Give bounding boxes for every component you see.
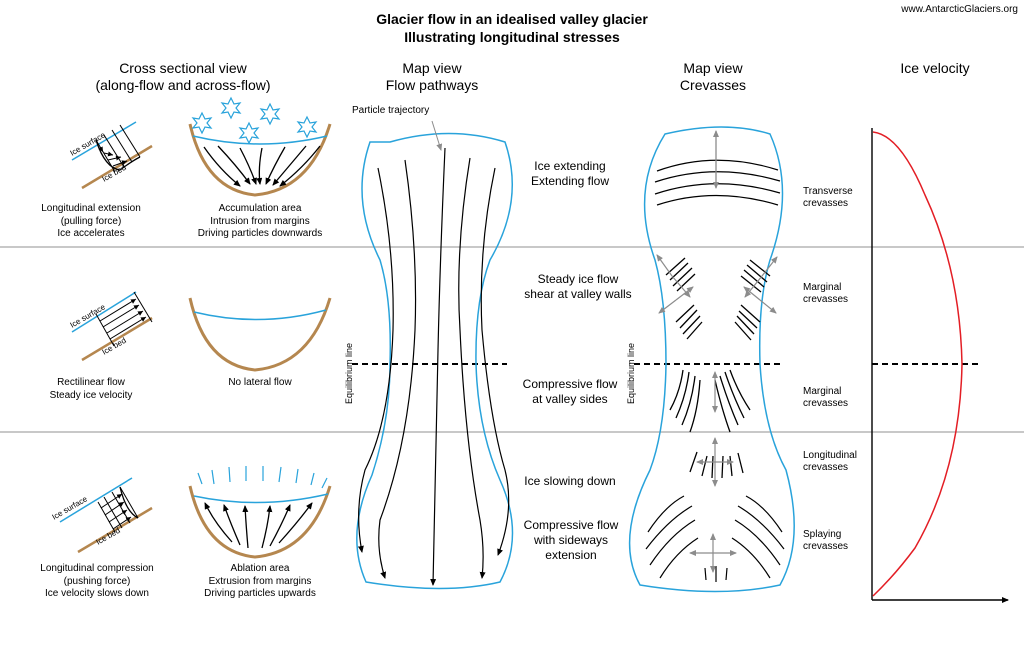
z2-crev-a-2: crevasses [803,294,849,305]
flow-pathways-map [356,120,514,590]
caption-transverse-crevasses: Transverse crevasses [803,186,853,210]
z2-mid-b-1: Compressive flow [522,377,618,391]
caption-no-lateral-flow: No lateral flow [228,377,292,388]
rectilinear-flow-diagram [71,291,153,362]
heading-flow-line-2: Flow pathways [385,77,479,93]
z1-long-3: Ice accelerates [57,228,125,239]
caption-longitudinal-crevasses: Longitudinal crevasses [803,450,857,474]
heading-crevasses: Map view Crevasses [680,60,746,94]
z3-long-3: Ice velocity slows down [45,588,149,599]
title-line-1: Glacier flow in an idealised valley glac… [376,11,648,27]
z3-lat-1: Ablation area [230,563,290,574]
z2-mid-b-2: at valley sides [532,392,608,406]
z3-long-1: Longitudinal compression [40,563,154,574]
caption-longitudinal-compression: Longitudinal compression (pushing force)… [40,563,153,601]
crevasse-map [628,126,795,593]
z3-lat-2: Extrusion from margins [208,575,312,587]
caption-ablation: Ablation area Extrusion from margins Dri… [204,563,316,601]
caption-steady-ice-flow: Steady ice flow shear at valley walls [524,272,631,302]
caption-compressive-sideways: Compressive flow with sideways extension [524,518,619,563]
z3-crev-a-2: crevasses [803,462,849,473]
longitudinal-extension-diagram [71,121,153,190]
equilibrium-line-label-flow: Equilibrium line [344,343,354,404]
z3-mid-b-3: extension [545,548,597,562]
heading-flow-line-1: Map view [402,60,462,76]
heading-crev-line-2: Crevasses [679,77,747,93]
z1-crev-1: Transverse [803,186,853,197]
z3-mid-b-2: with sideways [533,533,609,547]
heading-velocity: Ice velocity [900,60,970,76]
z1-lat-1: Accumulation area [218,203,302,214]
no-lateral-flow-cross-section [188,297,332,372]
caption-rectilinear-flow: Rectilinear flow Steady ice velocity [50,377,133,402]
heading-cross-line-1: Cross sectional view [119,60,247,76]
caption-ice-slowing: Ice slowing down [524,474,616,488]
equilibrium-line-label-crevasse: Equilibrium line [626,343,636,404]
ice-bed-label-2: Ice bed [101,336,128,357]
caption-longitudinal-extension: Longitudinal extension (pulling force) I… [41,203,141,241]
z3-long-2: (pushing force) [63,575,131,587]
z3-mid-b-1: Compressive flow [523,518,619,532]
title-line-2: Illustrating longitudinal stresses [404,29,620,45]
z3-lat-3: Driving particles upwards [204,588,316,599]
z2-crev-b-1: Marginal [803,386,842,397]
z1-lat-2: Intrusion from margins [210,215,310,227]
z2-crev-b-2: crevasses [803,398,849,409]
ice-bed-label-3: Ice bed [95,526,122,547]
z3-crev-a-1: Longitudinal [803,450,857,461]
title: Glacier flow in an idealised valley glac… [376,10,648,46]
snowflake-icons [191,96,318,145]
caption-accumulation: Accumulation area Intrusion from margins… [198,203,323,241]
z2-mid-a-2: shear at valley walls [524,287,632,301]
z3-crev-b-2: crevasses [803,541,849,552]
heading-cross-section: Cross sectional view (along-flow and acr… [95,60,270,94]
z1-lat-3: Driving particles downwards [197,228,323,239]
heading-crev-line-1: Map view [683,60,743,76]
particle-trajectory-label: Particle trajectory [352,105,430,116]
z1-mid-1: Ice extending [534,159,606,173]
z1-mid-2: Extending flow [530,174,610,188]
accumulation-cross-section [188,96,332,197]
caption-marginal-crevasses-lower: Marginal crevasses [803,386,848,410]
velocity-profile [871,128,1009,603]
credit: www.AntarcticGlaciers.org [901,4,1018,15]
z1-long-1: Longitudinal extension [41,203,141,214]
heading-cross-line-2: (along-flow and across-flow) [95,77,271,93]
caption-marginal-crevasses-upper: Marginal crevasses [803,282,848,306]
z2-long-2: Steady ice velocity [49,389,133,401]
heading-flow-pathways: Map view Flow pathways [386,60,479,94]
z2-mid-a-1: Steady ice flow [537,272,619,286]
caption-compressive-valley-sides: Compressive flow at valley sides [523,377,618,407]
ablation-cross-section [188,466,332,559]
z3-crev-b-1: Splaying [803,529,842,540]
caption-ice-extending: Ice extending Extending flow [531,159,609,189]
ice-surface-label-2: Ice surface [69,302,108,330]
z2-crev-a-1: Marginal [803,282,842,293]
z1-long-2: (pulling force) [60,215,122,227]
z1-crev-2: crevasses [803,198,849,209]
caption-splaying-crevasses: Splaying crevasses [803,529,848,553]
z2-long-1: Rectilinear flow [57,377,125,388]
longitudinal-compression-diagram [59,477,153,554]
